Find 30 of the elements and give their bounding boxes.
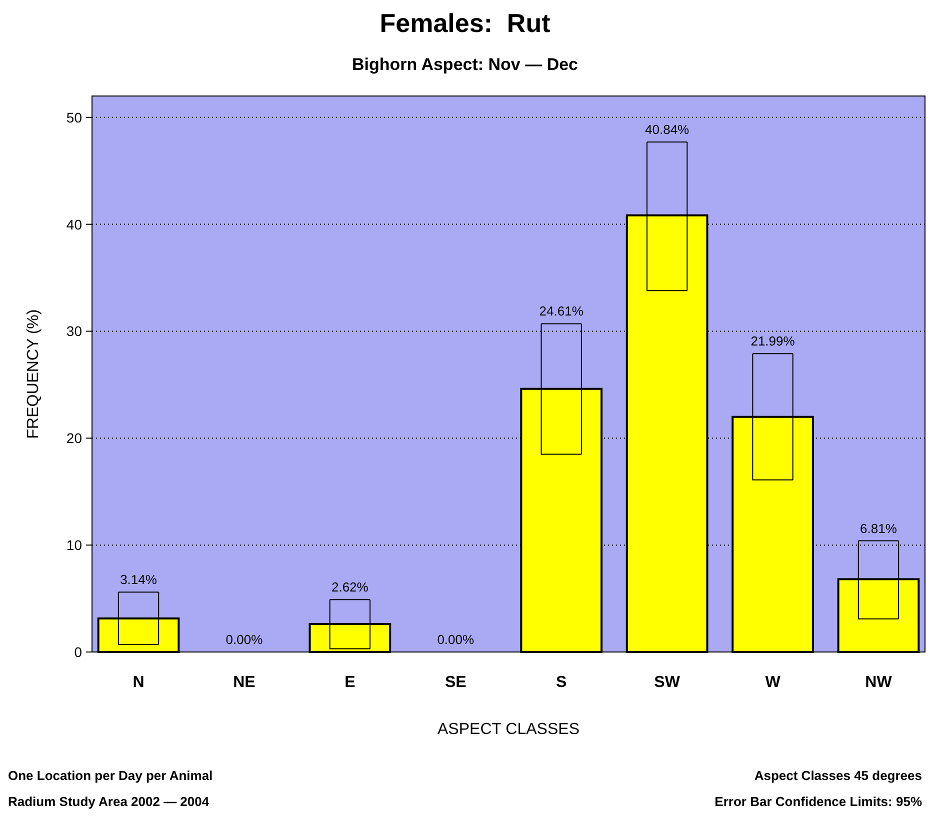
text: Radium Study Area 2002 — 2004 bbox=[8, 794, 210, 809]
data-label: 2.62% bbox=[331, 580, 369, 595]
x-tick-label: SW bbox=[654, 674, 681, 691]
x-tick-label: SE bbox=[444, 674, 467, 691]
x-tick-label: NE bbox=[233, 674, 256, 691]
data-label: 40.84% bbox=[645, 122, 690, 137]
x-tick-label: N bbox=[132, 674, 144, 691]
y-tick-label: 50 bbox=[66, 109, 82, 126]
data-label: 0.00% bbox=[226, 632, 264, 647]
y-tick-label: 20 bbox=[66, 430, 82, 446]
text: One Location per Day per Animal bbox=[8, 768, 213, 783]
x-tick-label: W bbox=[765, 674, 782, 691]
text: Error Bar Confidence Limits: 95% bbox=[714, 794, 922, 809]
data-label: 24.61% bbox=[539, 304, 584, 319]
chart-subtitle: Bighorn Aspect: Nov — Dec bbox=[352, 55, 578, 74]
y-tick-label: 40 bbox=[66, 216, 82, 232]
data-label: 6.81% bbox=[860, 520, 898, 536]
text: Aspect Classes 45 degrees bbox=[754, 768, 922, 783]
data-label: 21.99% bbox=[750, 334, 796, 349]
chart-title: Females: Rut bbox=[380, 8, 551, 38]
y-axis-title: FREQUENCY (%) bbox=[25, 309, 42, 439]
data-label: 0.00% bbox=[437, 632, 475, 647]
x-tick-label: S bbox=[556, 674, 568, 691]
x-axis-title: ASPECT CLASSES bbox=[438, 721, 580, 738]
y-tick-label: 0 bbox=[74, 644, 82, 660]
y-tick-label: 10 bbox=[66, 537, 82, 554]
data-label: 3.14% bbox=[120, 572, 158, 588]
x-tick-label: E bbox=[344, 674, 356, 691]
x-tick-label: NW bbox=[865, 674, 893, 691]
y-tick-label: 30 bbox=[66, 323, 82, 340]
